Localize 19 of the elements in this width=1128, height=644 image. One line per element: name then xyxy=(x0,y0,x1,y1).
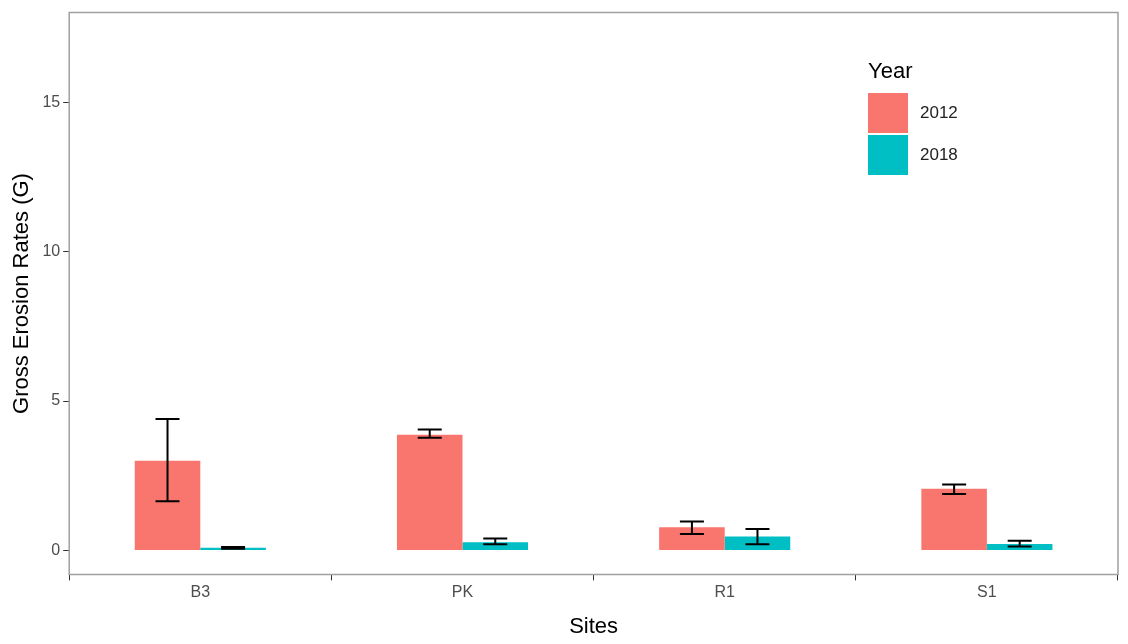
bar xyxy=(659,527,725,550)
x-tick-label: PK xyxy=(451,583,474,601)
x-axis-title: Sites xyxy=(569,612,619,638)
bar xyxy=(396,434,463,550)
legend-label: 2018 xyxy=(920,144,958,165)
y-tick-label: 15 xyxy=(42,92,61,110)
y-axis-title: Gross Erosion Rates (G) xyxy=(8,173,34,414)
legend-title: Year xyxy=(868,57,914,84)
bar xyxy=(921,488,987,550)
x-tick-label: B3 xyxy=(190,583,211,601)
bar xyxy=(462,542,529,550)
bar xyxy=(134,460,201,550)
y-tick-label: 0 xyxy=(51,540,61,558)
x-tick-label: R1 xyxy=(714,583,736,601)
y-tick-label: 10 xyxy=(42,242,61,260)
x-tick-label: S1 xyxy=(977,583,997,601)
bar xyxy=(724,536,791,550)
y-tick-label: 5 xyxy=(51,391,61,409)
legend-label: 2012 xyxy=(920,102,958,123)
